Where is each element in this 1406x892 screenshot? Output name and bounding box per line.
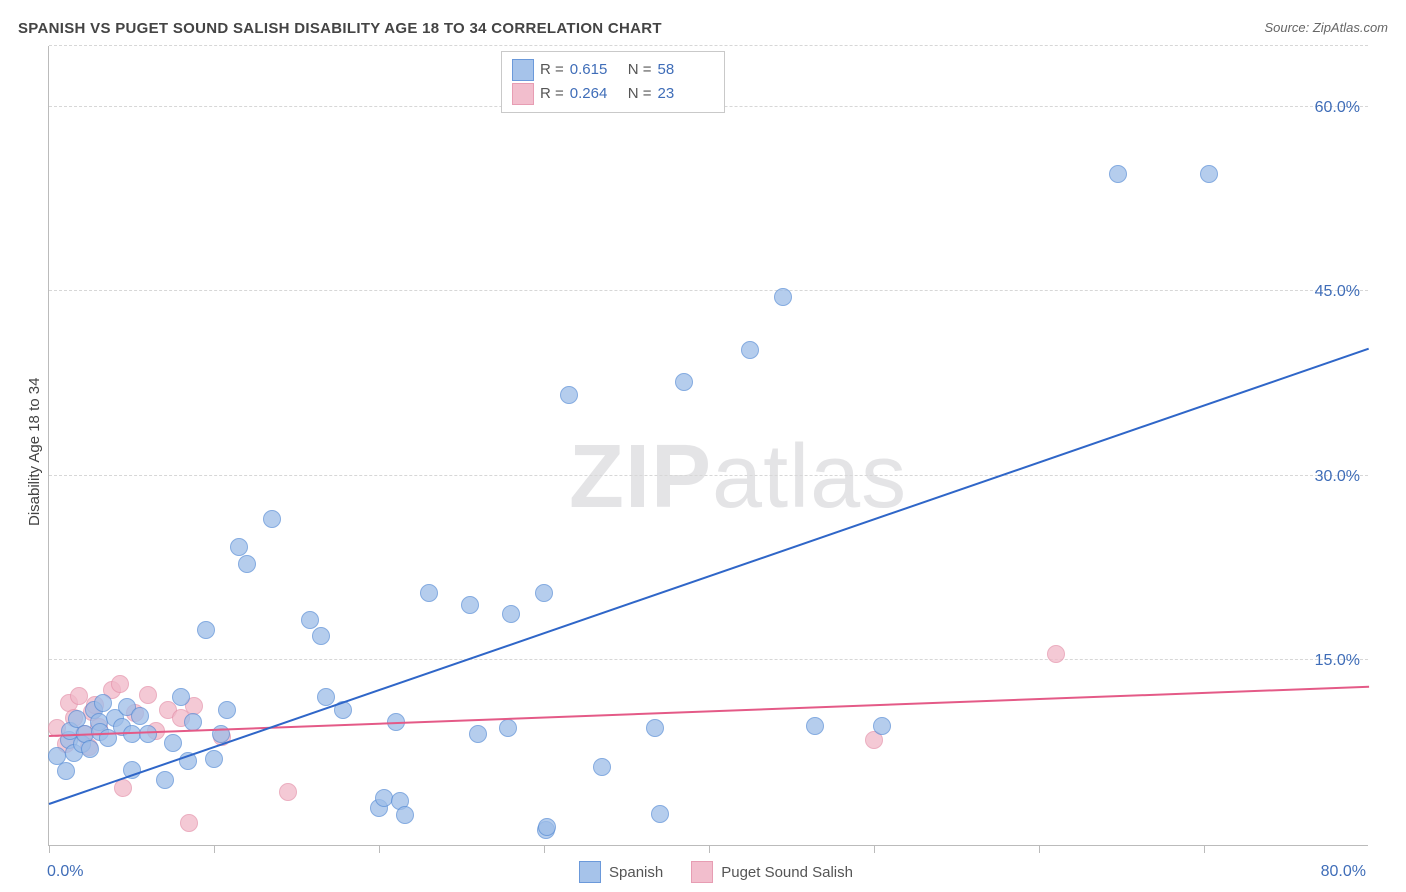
data-point	[57, 762, 75, 780]
data-point	[873, 717, 891, 735]
data-point	[806, 717, 824, 735]
data-point	[172, 688, 190, 706]
gridline	[49, 45, 1368, 46]
data-point	[502, 605, 520, 623]
r-label: R =	[540, 58, 564, 82]
data-point	[184, 713, 202, 731]
data-point	[81, 740, 99, 758]
x-tick	[709, 845, 710, 853]
y-tick-label: 15.0%	[1315, 652, 1360, 670]
y-tick-label: 45.0%	[1315, 283, 1360, 301]
gridline	[49, 659, 1368, 660]
y-tick-label: 30.0%	[1315, 468, 1360, 486]
x-tick	[1204, 845, 1205, 853]
data-point	[139, 725, 157, 743]
data-point	[312, 627, 330, 645]
data-point	[205, 750, 223, 768]
swatch-salish	[691, 861, 713, 883]
x-tick	[379, 845, 380, 853]
data-point	[469, 725, 487, 743]
data-point	[774, 288, 792, 306]
data-point	[461, 596, 479, 614]
data-point	[420, 584, 438, 602]
x-max-label: 80.0%	[1321, 863, 1366, 881]
n-label: N =	[628, 58, 652, 82]
data-point	[197, 621, 215, 639]
data-point	[263, 510, 281, 528]
swatch-salish	[512, 83, 534, 105]
data-point	[279, 783, 297, 801]
series-label-spanish: Spanish	[609, 864, 663, 881]
swatch-spanish	[512, 59, 534, 81]
legend-item-spanish: Spanish	[579, 861, 663, 883]
data-point	[123, 725, 141, 743]
data-point	[535, 584, 553, 602]
x-tick	[544, 845, 545, 853]
x-tick	[214, 845, 215, 853]
y-axis-title: Disability Age 18 to 34	[26, 378, 43, 526]
data-point	[560, 386, 578, 404]
data-point	[375, 789, 393, 807]
x-tick	[49, 845, 50, 853]
data-point	[1200, 165, 1218, 183]
data-point	[317, 688, 335, 706]
gridline	[49, 290, 1368, 291]
data-point	[741, 341, 759, 359]
legend-item-salish: Puget Sound Salish	[691, 861, 853, 883]
data-point	[301, 611, 319, 629]
trend-line	[49, 348, 1370, 805]
data-point	[230, 538, 248, 556]
data-point	[111, 675, 129, 693]
data-point	[1047, 645, 1065, 663]
series-label-salish: Puget Sound Salish	[721, 864, 853, 881]
y-tick-label: 60.0%	[1315, 99, 1360, 117]
r-value-salish: 0.264	[570, 82, 622, 106]
data-point	[396, 806, 414, 824]
gridline	[49, 475, 1368, 476]
scatter-plot-area: ZIPatlas Spanish Puget Sound Salish 15.0…	[48, 46, 1368, 846]
r-value-spanish: 0.615	[570, 58, 622, 82]
series-legend: Spanish Puget Sound Salish	[579, 861, 853, 883]
data-point	[139, 686, 157, 704]
data-point	[538, 818, 556, 836]
n-label: N =	[628, 82, 652, 106]
data-point	[593, 758, 611, 776]
data-point	[180, 814, 198, 832]
n-value-spanish: 58	[658, 58, 710, 82]
data-point	[675, 373, 693, 391]
data-point	[1109, 165, 1127, 183]
watermark-atlas: atlas	[712, 427, 907, 527]
data-point	[646, 719, 664, 737]
data-point	[218, 701, 236, 719]
x-tick	[874, 845, 875, 853]
chart-title: SPANISH VS PUGET SOUND SALISH DISABILITY…	[18, 20, 662, 37]
legend-row-spanish: R = 0.615 N = 58	[512, 58, 710, 82]
swatch-spanish	[579, 861, 601, 883]
data-point	[70, 687, 88, 705]
data-point	[164, 734, 182, 752]
x-tick	[1039, 845, 1040, 853]
source-attribution: Source: ZipAtlas.com	[1264, 20, 1388, 35]
correlation-legend: R = 0.615 N = 58 R = 0.264 N = 23	[501, 51, 725, 113]
data-point	[651, 805, 669, 823]
watermark-zip: ZIP	[569, 427, 712, 527]
data-point	[499, 719, 517, 737]
data-point	[131, 707, 149, 725]
r-label: R =	[540, 82, 564, 106]
data-point	[238, 555, 256, 573]
watermark: ZIPatlas	[569, 426, 907, 529]
n-value-salish: 23	[658, 82, 710, 106]
x-min-label: 0.0%	[47, 863, 83, 881]
trend-line	[49, 686, 1369, 737]
legend-row-salish: R = 0.264 N = 23	[512, 82, 710, 106]
data-point	[156, 771, 174, 789]
data-point	[114, 779, 132, 797]
